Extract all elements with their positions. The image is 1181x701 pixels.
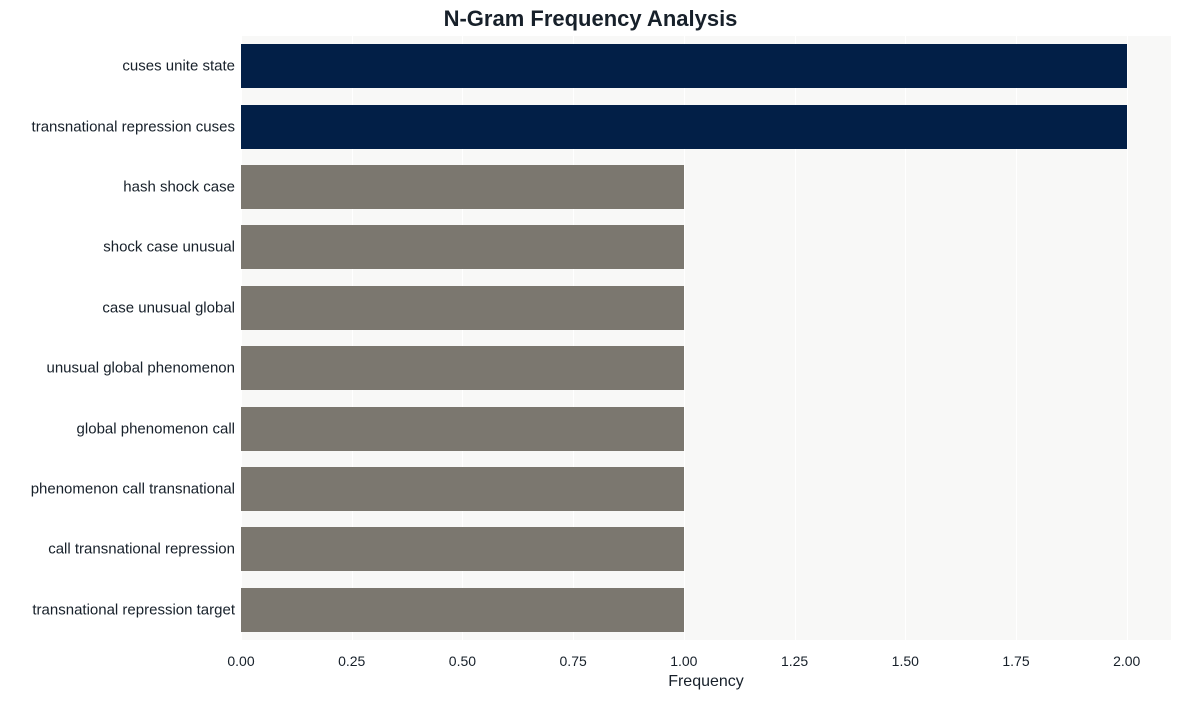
- table-row: [241, 398, 1171, 458]
- y-tick-label: hash shock case: [0, 180, 235, 195]
- x-tick-label: 2.00: [1113, 653, 1140, 669]
- x-tick-label: 0.50: [449, 653, 476, 669]
- y-tick-label: unusual global phenomenon: [0, 361, 235, 376]
- plot-area: [241, 36, 1171, 640]
- table-row: [241, 157, 1171, 217]
- x-tick-label: 0.00: [227, 653, 254, 669]
- y-tick-label: global phenomenon call: [0, 421, 235, 436]
- table-row: [241, 580, 1171, 640]
- bar: [241, 165, 684, 209]
- bar: [241, 286, 684, 330]
- y-tick-label: transnational repression target: [0, 602, 235, 617]
- table-row: [241, 278, 1171, 338]
- table-row: [241, 459, 1171, 519]
- bar: [241, 588, 684, 632]
- x-tick-label: 1.50: [892, 653, 919, 669]
- x-tick-label: 0.75: [560, 653, 587, 669]
- x-axis-label: Frequency: [668, 673, 744, 691]
- bar: [241, 346, 684, 390]
- bar: [241, 105, 1127, 149]
- y-tick-label: shock case unusual: [0, 240, 235, 255]
- bar: [241, 467, 684, 511]
- bar: [241, 44, 1127, 88]
- bar: [241, 527, 684, 571]
- bar: [241, 407, 684, 451]
- ngram-frequency-chart: N-Gram Frequency Analysis cuses unite st…: [0, 0, 1181, 701]
- x-tick-label: 0.25: [338, 653, 365, 669]
- x-tick-label: 1.25: [781, 653, 808, 669]
- table-row: [241, 338, 1171, 398]
- bar: [241, 225, 684, 269]
- table-row: [241, 96, 1171, 156]
- table-row: [241, 217, 1171, 277]
- y-tick-label: phenomenon call transnational: [0, 482, 235, 497]
- x-tick-label: 1.00: [670, 653, 697, 669]
- y-tick-label: cuses unite state: [0, 59, 235, 74]
- y-tick-label: call transnational repression: [0, 542, 235, 557]
- y-tick-label: case unusual global: [0, 300, 235, 315]
- x-tick-label: 1.75: [1002, 653, 1029, 669]
- chart-title: N-Gram Frequency Analysis: [0, 6, 1181, 32]
- y-tick-label: transnational repression cuses: [0, 119, 235, 134]
- table-row: [241, 36, 1171, 96]
- table-row: [241, 519, 1171, 579]
